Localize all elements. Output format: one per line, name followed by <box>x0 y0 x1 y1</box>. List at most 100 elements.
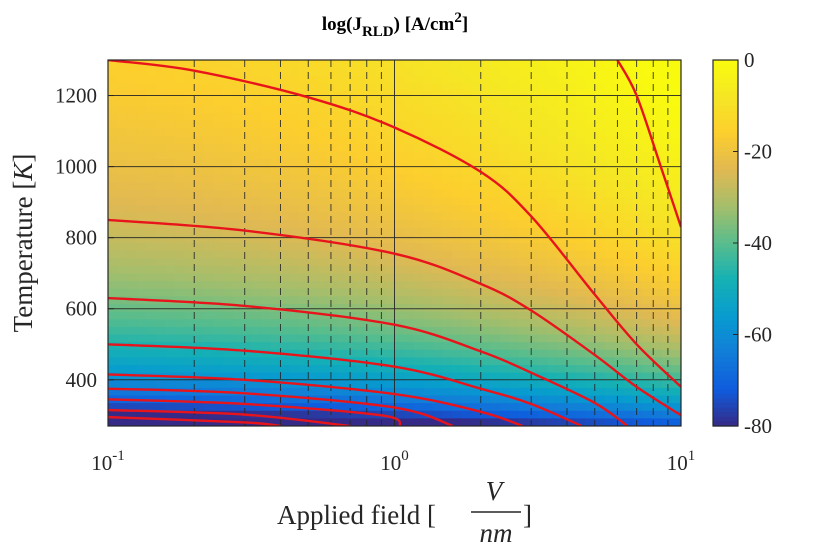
heatmap-cell <box>404 82 415 92</box>
heatmap-cell <box>365 273 376 282</box>
heatmap-cell <box>270 395 281 404</box>
heatmap-cell <box>251 166 262 175</box>
heatmap-cell <box>384 227 396 236</box>
heatmap-cell <box>604 380 615 389</box>
heatmap-cell <box>633 235 644 244</box>
heatmap-cell <box>289 365 300 374</box>
heatmap-cell <box>547 75 558 84</box>
heatmap-cell <box>614 113 625 122</box>
heatmap-cell <box>566 204 577 214</box>
heatmap-cell <box>661 174 673 183</box>
heatmap-cell <box>461 372 472 381</box>
heatmap-cell <box>614 98 625 107</box>
heatmap-cell <box>346 136 357 145</box>
heatmap-cell <box>661 410 673 419</box>
heatmap-cell <box>394 189 405 198</box>
heatmap-cell <box>461 418 472 426</box>
heatmap-cell <box>270 258 281 267</box>
heatmap-cell <box>442 143 453 153</box>
heatmap-cell <box>279 311 291 320</box>
heatmap-cell <box>623 82 634 92</box>
heatmap-cell <box>413 220 424 229</box>
heatmap-cell <box>451 227 462 236</box>
heatmap-cell <box>127 357 138 366</box>
heatmap-cell <box>117 75 128 84</box>
heatmap-cell <box>470 98 482 107</box>
heatmap-cell <box>127 387 138 397</box>
heatmap-cell <box>461 235 472 244</box>
heatmap-cell <box>203 265 214 275</box>
heatmap-cell <box>652 334 663 343</box>
heatmap-cell <box>661 342 673 351</box>
heatmap-cell <box>537 265 548 275</box>
heatmap-cell <box>155 387 166 397</box>
heatmap-cell <box>537 189 548 198</box>
heatmap-cell <box>155 410 166 419</box>
heatmap-cell <box>318 372 329 381</box>
heatmap-cell <box>394 98 405 107</box>
heatmap-cell <box>251 121 262 130</box>
heatmap-cell <box>184 326 195 336</box>
heatmap-cell <box>509 121 520 130</box>
heatmap-cell <box>232 403 243 412</box>
heatmap-cell <box>413 105 424 114</box>
heatmap-cell <box>375 296 386 305</box>
heatmap-cell <box>461 326 472 336</box>
heatmap-cell <box>308 265 319 275</box>
heatmap-cell <box>117 227 128 236</box>
heatmap-cell <box>127 67 138 76</box>
heatmap-cell <box>671 121 681 130</box>
heatmap-cell <box>480 105 491 114</box>
heatmap-cell <box>642 197 653 206</box>
heatmap-cell <box>136 143 147 153</box>
heatmap-cell <box>671 418 681 426</box>
heatmap-cell <box>556 182 567 191</box>
heatmap-cell <box>442 113 453 122</box>
heatmap-cell <box>289 159 300 168</box>
heatmap-cell <box>241 204 252 214</box>
heatmap-cell <box>127 334 138 343</box>
heatmap-cell <box>614 273 625 282</box>
heatmap-cell <box>442 151 453 160</box>
contour-line-3 <box>108 296 629 426</box>
heatmap-cell <box>270 380 281 389</box>
heatmap-cell <box>337 250 348 259</box>
heatmap-cell <box>337 365 348 374</box>
heatmap-cell <box>279 128 291 137</box>
heatmap-cell <box>413 243 424 252</box>
heatmap-cell <box>232 189 243 198</box>
heatmap-cell <box>461 128 472 137</box>
heatmap-cell <box>413 365 424 374</box>
heatmap-cell <box>308 166 319 175</box>
heatmap-cell <box>184 67 195 76</box>
heatmap-cell <box>270 403 281 412</box>
heatmap-cell <box>671 166 681 175</box>
heatmap-cell <box>470 342 482 351</box>
heatmap-cell <box>375 220 386 229</box>
heatmap-cell <box>375 174 386 183</box>
heatmap-cell <box>442 258 453 267</box>
heatmap-cell <box>251 357 262 366</box>
heatmap-cell <box>451 182 462 191</box>
heatmap-cell <box>614 380 625 389</box>
heatmap-cell <box>279 151 291 160</box>
heatmap-cell <box>547 204 558 214</box>
heatmap-cell <box>451 143 462 153</box>
heatmap-cell <box>404 243 415 252</box>
heatmap-cell <box>547 311 558 320</box>
heatmap-cell <box>404 349 415 358</box>
heatmap-cell <box>642 136 653 145</box>
heatmap-cell <box>623 288 634 297</box>
heatmap-cell <box>470 357 482 366</box>
heatmap-cell <box>556 258 567 267</box>
heatmap-cell <box>528 281 539 290</box>
heatmap-cell <box>432 334 443 343</box>
heatmap-cell <box>604 60 615 69</box>
heatmap-cell <box>413 258 424 267</box>
heatmap-cell <box>461 204 472 214</box>
heatmap-cell <box>432 326 443 336</box>
heatmap-cell <box>623 105 634 114</box>
heatmap-cell <box>556 380 567 389</box>
heatmap-cell <box>375 197 386 206</box>
heatmap-cell <box>413 143 424 153</box>
